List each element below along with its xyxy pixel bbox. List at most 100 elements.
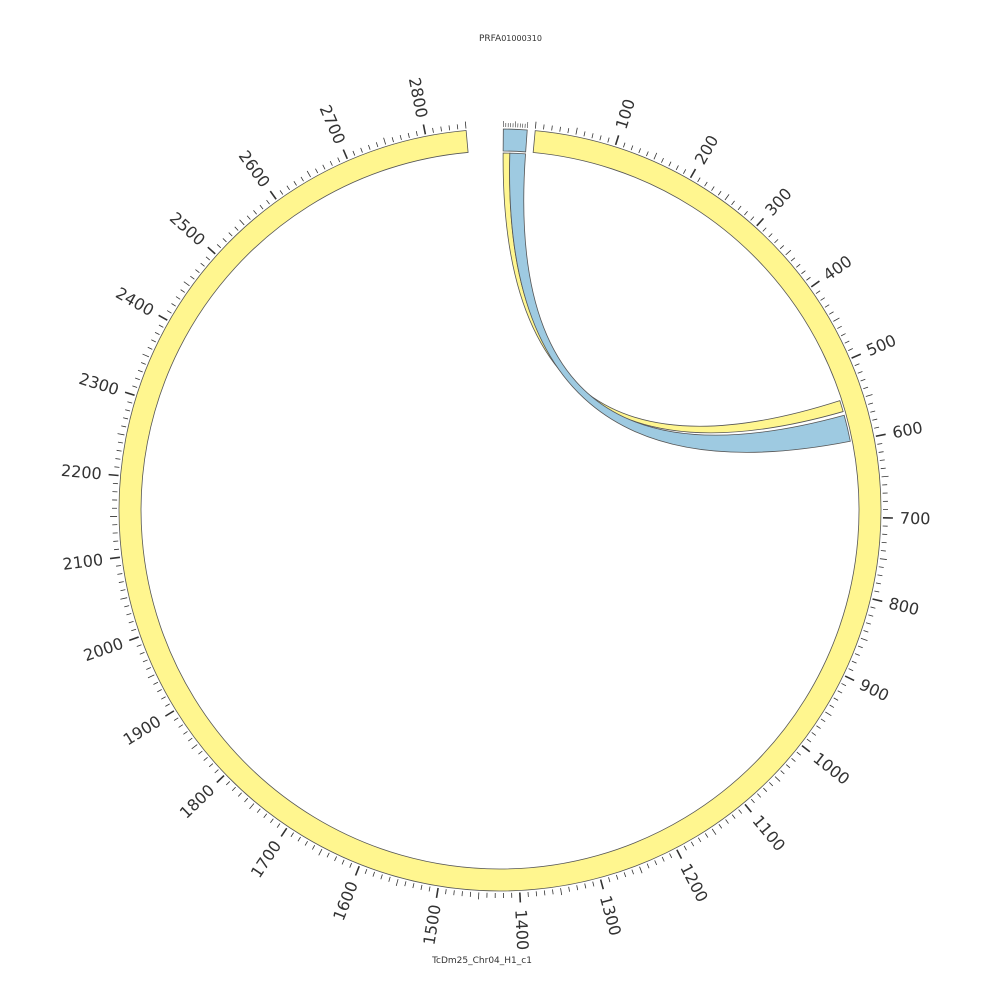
minor-tick bbox=[380, 874, 383, 880]
minor-tick bbox=[132, 385, 138, 388]
minor-tick bbox=[653, 152, 658, 160]
minor-tick bbox=[646, 151, 649, 157]
tick-label: 2600 bbox=[235, 147, 274, 191]
minor-tick bbox=[744, 210, 748, 216]
minor-tick bbox=[464, 121, 467, 129]
minor-tick bbox=[124, 605, 130, 608]
minor-tick bbox=[225, 781, 231, 786]
minor-tick bbox=[127, 401, 133, 404]
major-tick bbox=[519, 892, 522, 903]
minor-tick bbox=[731, 814, 736, 819]
minor-tick bbox=[318, 848, 323, 856]
minor-tick bbox=[453, 890, 455, 896]
minor-tick bbox=[879, 558, 887, 560]
minor-tick bbox=[738, 809, 743, 814]
minor-tick bbox=[872, 418, 878, 421]
minor-tick bbox=[711, 828, 717, 835]
labels-layer: 100 200 300 400 500 600 700 800 900 1000 1100 1200 1… bbox=[60, 76, 930, 951]
minor-tick bbox=[142, 353, 150, 358]
major-tick bbox=[354, 865, 360, 876]
minor-tick bbox=[724, 194, 730, 201]
minor-tick bbox=[646, 863, 650, 869]
small-segment-name-suffix: 01000310 bbox=[501, 34, 542, 43]
minor-tick bbox=[737, 205, 742, 211]
minor-tick bbox=[615, 874, 619, 880]
minor-tick bbox=[854, 363, 860, 367]
minor-tick bbox=[404, 881, 407, 887]
minor-tick bbox=[286, 185, 290, 191]
minor-tick bbox=[768, 782, 774, 787]
tick-label: 1600 bbox=[329, 879, 362, 924]
minor-tick bbox=[191, 744, 198, 750]
minor-tick bbox=[881, 475, 889, 478]
minor-tick bbox=[117, 433, 125, 436]
minor-tick bbox=[567, 128, 570, 134]
minor-tick bbox=[158, 324, 164, 328]
minor-tick bbox=[290, 832, 294, 838]
minor-tick bbox=[791, 758, 796, 762]
minor-tick bbox=[117, 441, 123, 444]
minor-tick bbox=[428, 886, 431, 892]
minor-tick bbox=[120, 597, 128, 600]
major-tick bbox=[744, 803, 753, 813]
major-tick bbox=[875, 433, 886, 438]
minor-tick bbox=[175, 296, 181, 300]
minor-tick bbox=[870, 606, 876, 609]
major-tick bbox=[599, 879, 605, 890]
major-tick bbox=[280, 827, 288, 837]
minor-tick bbox=[341, 859, 345, 865]
minor-tick bbox=[860, 378, 866, 382]
minor-tick bbox=[128, 621, 134, 624]
minor-tick bbox=[704, 833, 709, 838]
minor-tick bbox=[697, 177, 701, 183]
minor-tick bbox=[829, 704, 835, 708]
major-tick bbox=[756, 217, 765, 227]
minor-tick bbox=[675, 165, 679, 171]
minor-tick bbox=[668, 161, 672, 167]
minor-tick bbox=[125, 409, 131, 412]
minor-tick bbox=[857, 645, 863, 649]
major-tick bbox=[851, 353, 862, 359]
minor-tick bbox=[147, 346, 153, 350]
minor-tick bbox=[683, 845, 687, 851]
minor-tick bbox=[263, 813, 268, 819]
minor-tick bbox=[142, 659, 148, 663]
minor-tick bbox=[349, 862, 352, 868]
minor-tick bbox=[154, 332, 160, 336]
minor-tick bbox=[180, 289, 185, 293]
minor-tick bbox=[415, 131, 418, 137]
minor-tick bbox=[352, 150, 356, 156]
minor-tick bbox=[878, 451, 884, 453]
minor-tick bbox=[368, 144, 371, 150]
tick-label: 400 bbox=[820, 251, 856, 284]
minor-tick bbox=[139, 651, 145, 655]
minor-tick bbox=[123, 417, 129, 420]
minor-tick bbox=[183, 731, 188, 735]
minor-tick bbox=[833, 317, 840, 322]
minor-tick bbox=[114, 466, 120, 468]
minor-tick bbox=[293, 181, 297, 186]
minor-tick bbox=[383, 137, 387, 145]
major-tick bbox=[269, 190, 277, 200]
tick-label: 1700 bbox=[247, 837, 285, 881]
minor-tick bbox=[153, 681, 159, 685]
minor-tick bbox=[115, 458, 121, 460]
minor-tick bbox=[599, 135, 602, 141]
minor-tick bbox=[116, 565, 122, 567]
links-layer bbox=[502, 152, 851, 453]
minor-tick bbox=[757, 793, 762, 798]
tick-label: 1400 bbox=[511, 909, 532, 951]
minor-tick bbox=[120, 589, 126, 592]
minor-tick bbox=[801, 270, 806, 275]
minor-tick bbox=[833, 697, 839, 701]
minor-tick bbox=[750, 798, 755, 804]
minor-tick bbox=[863, 630, 869, 633]
minor-tick bbox=[868, 614, 874, 617]
minor-tick bbox=[360, 147, 363, 153]
minor-tick bbox=[440, 126, 442, 132]
minor-tick bbox=[877, 574, 883, 577]
major-tick bbox=[124, 391, 135, 397]
minor-tick bbox=[372, 871, 375, 877]
minor-tick bbox=[137, 369, 143, 373]
minor-tick bbox=[161, 696, 166, 700]
